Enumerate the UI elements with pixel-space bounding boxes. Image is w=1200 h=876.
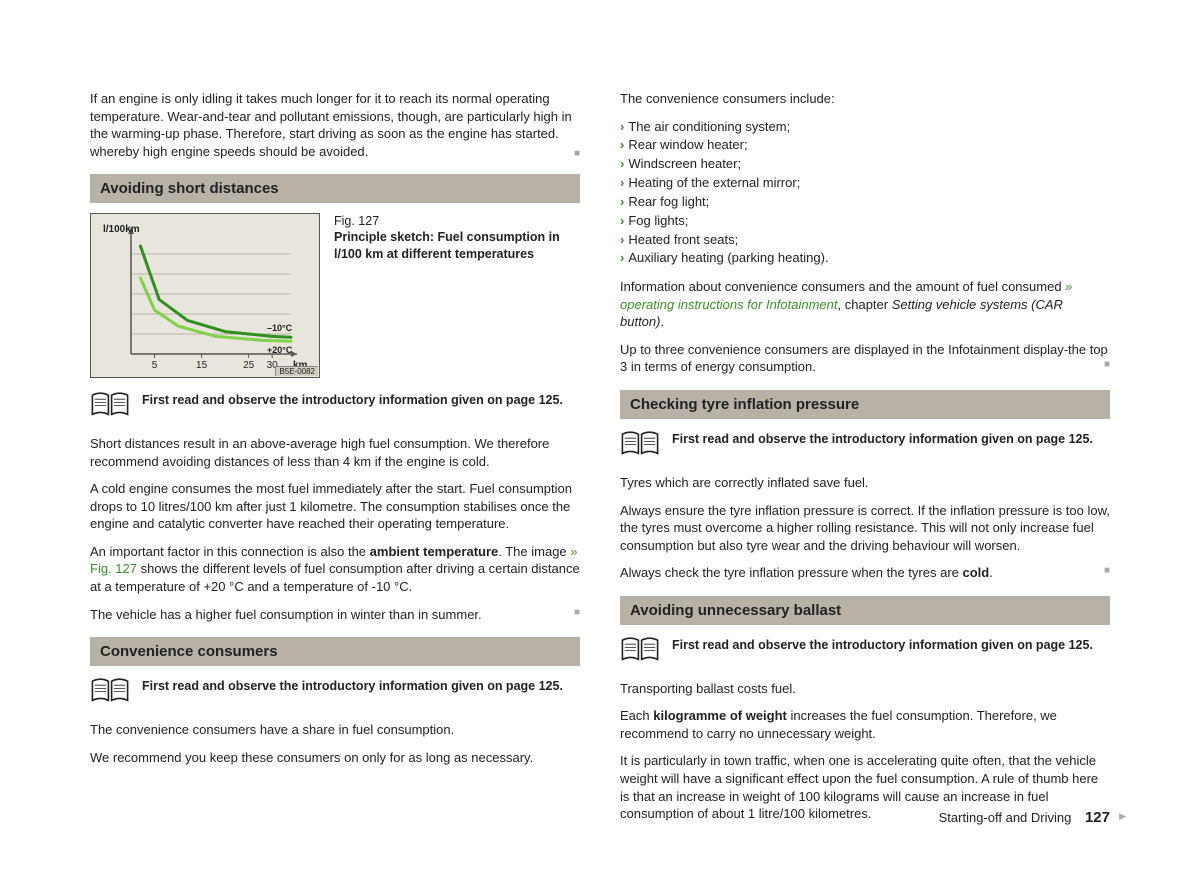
book-icon bbox=[90, 390, 130, 421]
book-icon bbox=[90, 676, 130, 707]
sec1-p2: A cold engine consumes the most fuel imm… bbox=[90, 480, 580, 533]
fuel-consumption-chart: 5152530kml/100km–10°C+20°C B5E-0082 bbox=[90, 213, 320, 378]
list-item: ›Heated front seats; bbox=[620, 231, 1110, 250]
list-item: ›The air conditioning system; bbox=[620, 118, 1110, 137]
info-paragraph: Information about convenience consumers … bbox=[620, 278, 1110, 331]
read-first-note-4: First read and observe the introductory … bbox=[620, 635, 1110, 666]
svg-text:l/100km: l/100km bbox=[103, 224, 140, 235]
heading-avoiding-short-distances: Avoiding short distances bbox=[90, 174, 580, 203]
col2-p2: Up to three convenience consumers are di… bbox=[620, 341, 1110, 376]
sec2-p2: We recommend you keep these consumers on… bbox=[90, 749, 580, 767]
page-footer: Starting-off and Driving 127 bbox=[939, 809, 1110, 826]
figure-caption: Fig. 127 Principle sketch: Fuel consumpt… bbox=[334, 213, 580, 262]
sec1-p1: Short distances result in an above-avera… bbox=[90, 435, 580, 470]
svg-text:5: 5 bbox=[152, 360, 158, 371]
sec1-p4: The vehicle has a higher fuel consumptio… bbox=[90, 606, 580, 624]
chart-reference-code: B5E-0082 bbox=[275, 366, 318, 376]
read-first-note-2: First read and observe the introductory … bbox=[90, 676, 580, 707]
book-icon bbox=[620, 429, 660, 460]
consumer-bullet-list: ›The air conditioning system;›Rear windo… bbox=[620, 118, 1110, 269]
book-icon bbox=[620, 635, 660, 666]
left-column: If an engine is only idling it takes muc… bbox=[90, 90, 580, 833]
read-first-note: First read and observe the introductory … bbox=[90, 390, 580, 421]
sec3-p1: Tyres which are correctly inflated save … bbox=[620, 474, 1110, 492]
sec3-p3: Always check the tyre inflation pressure… bbox=[620, 564, 1110, 582]
intro-paragraph: If an engine is only idling it takes muc… bbox=[90, 90, 580, 160]
list-item: ›Rear window heater; bbox=[620, 136, 1110, 155]
sec2-p1: The convenience consumers have a share i… bbox=[90, 721, 580, 739]
sec3-p2: Always ensure the tyre inflation pressur… bbox=[620, 502, 1110, 555]
list-item: ›Fog lights; bbox=[620, 212, 1110, 231]
svg-text:15: 15 bbox=[196, 360, 208, 371]
svg-text:25: 25 bbox=[243, 360, 255, 371]
svg-text:–10°C: –10°C bbox=[267, 323, 293, 333]
list-item: ›Heating of the external mirror; bbox=[620, 174, 1110, 193]
two-column-layout: If an engine is only idling it takes muc… bbox=[90, 90, 1110, 833]
list-item: ›Rear fog light; bbox=[620, 193, 1110, 212]
note-text: First read and observe the introductory … bbox=[672, 635, 1110, 653]
list-item: ›Windscreen heater; bbox=[620, 155, 1110, 174]
read-first-note-3: First read and observe the introductory … bbox=[620, 429, 1110, 460]
figure-127-block: 5152530kml/100km–10°C+20°C B5E-0082 Fig.… bbox=[90, 213, 580, 378]
footer-section: Starting-off and Driving bbox=[939, 810, 1072, 825]
note-text: First read and observe the introductory … bbox=[672, 429, 1110, 447]
figure-label: Fig. 127 bbox=[334, 214, 379, 228]
right-column: The convenience consumers include: ›The … bbox=[620, 90, 1110, 833]
svg-text:+20°C: +20°C bbox=[267, 345, 293, 355]
heading-avoiding-ballast: Avoiding unnecessary ballast bbox=[620, 596, 1110, 625]
section-end-mark: ■ bbox=[574, 148, 580, 159]
page-number: 127 bbox=[1085, 809, 1110, 826]
figure-caption-text: Principle sketch: Fuel consumption in l/… bbox=[334, 229, 580, 262]
heading-tyre-pressure: Checking tyre inflation pressure bbox=[620, 390, 1110, 419]
sec4-p1: Transporting ballast costs fuel. bbox=[620, 680, 1110, 698]
sec1-p3: An important factor in this connection i… bbox=[90, 543, 580, 596]
note-text: First read and observe the introductory … bbox=[142, 676, 580, 694]
note-text: First read and observe the introductory … bbox=[142, 390, 580, 408]
list-item: ›Auxiliary heating (parking heating). bbox=[620, 249, 1110, 268]
heading-convenience-consumers: Convenience consumers bbox=[90, 637, 580, 666]
sec4-p2: Each kilogramme of weight increases the … bbox=[620, 707, 1110, 742]
consumers-lead: The convenience consumers include: bbox=[620, 90, 1110, 108]
continue-triangle-icon: ▶ bbox=[1119, 810, 1126, 822]
